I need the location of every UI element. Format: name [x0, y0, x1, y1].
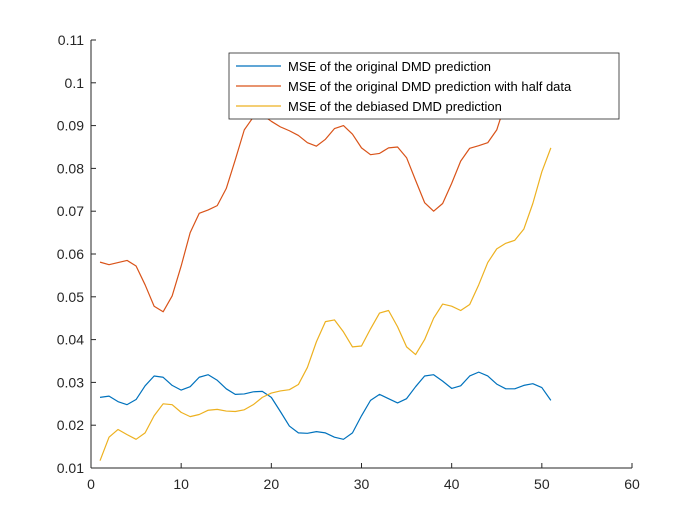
x-tick-label: 30 [354, 476, 370, 492]
y-tick-label: 0.03 [57, 374, 84, 390]
y-tick-label: 0.07 [57, 203, 84, 219]
x-tick-label: 60 [624, 476, 640, 492]
x-tick-label: 10 [173, 476, 189, 492]
legend-box [228, 52, 620, 120]
x-tick-label: 40 [444, 476, 460, 492]
series-line-1 [99, 371, 552, 440]
y-tick-label: 0.05 [57, 289, 84, 305]
x-tick-label: 0 [87, 476, 95, 492]
y-tick-label: 0.1 [65, 75, 85, 91]
y-tick-label: 0.08 [57, 160, 84, 176]
y-tick-label: 0.01 [57, 460, 84, 476]
legend-label-1: MSE of the original DMD prediction [288, 59, 491, 74]
series-line-2 [99, 56, 552, 313]
legend: MSE of the original DMD prediction MSE of… [228, 52, 620, 120]
y-tick-label: 0.09 [57, 118, 84, 134]
axes: 0 10 20 30 40 50 60 0.01 0.02 0.03 0.04 0.05 0.06 0.0… [57, 32, 640, 492]
y-tick-label: 0.04 [57, 332, 84, 348]
x-tick-label: 20 [264, 476, 280, 492]
x-tick-label: 50 [534, 476, 550, 492]
legend-label-3: MSE of the debiased DMD prediction [288, 99, 502, 114]
y-tick-label: 0.11 [58, 32, 84, 48]
series-line-3 [99, 147, 552, 461]
y-tick-label: 0.02 [57, 417, 84, 433]
legend-label-2: MSE of the original DMD prediction with … [288, 79, 572, 94]
series-layer [99, 56, 552, 461]
y-tick-label: 0.06 [57, 246, 84, 262]
